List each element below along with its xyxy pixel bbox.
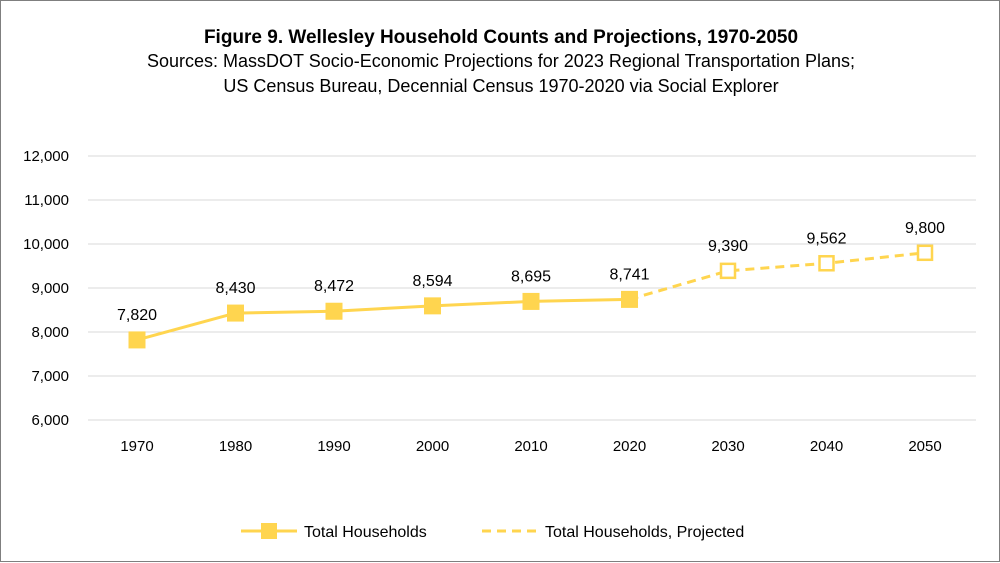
data-point-marker (719, 262, 737, 280)
data-point-marker (424, 297, 441, 315)
data-label: 9,800 (905, 220, 945, 237)
gridlines (88, 155, 976, 421)
series-markers (128, 244, 934, 349)
data-point-marker (128, 331, 146, 349)
series-line-1 (136, 297, 630, 342)
legend-swatch-marker (261, 523, 277, 539)
y-tick-label: 8,000 (31, 324, 69, 341)
x-tick-label: 1970 (120, 438, 153, 455)
chart-subtitle-line-1: Sources: MassDOT Socio-Economic Projecti… (146, 51, 855, 71)
chart-title: Figure 9. Wellesley Household Counts and… (203, 27, 799, 48)
y-tick-label: 7,000 (31, 368, 69, 385)
title-block: Figure 9. Wellesley Household Counts and… (1, 27, 1000, 99)
data-point-marker (916, 244, 934, 262)
data-point-marker (818, 255, 835, 272)
data-label: 8,695 (511, 268, 551, 285)
y-tick-label: 9,000 (31, 280, 69, 297)
x-tick-label: 2030 (711, 438, 744, 455)
x-tick-label: 1990 (317, 438, 350, 455)
x-axis-ticks: 1970 1980 1990 2000 2010 2020 2030 2040 2050 (120, 438, 941, 455)
data-label: 8,472 (314, 278, 354, 295)
data-point-marker (621, 290, 638, 308)
data-label: 8,594 (412, 273, 452, 290)
y-tick-label: 12,000 (23, 148, 69, 165)
x-tick-label: 2050 (908, 438, 941, 455)
y-tick-label: 11,000 (24, 192, 69, 209)
data-label: 8,741 (609, 266, 649, 283)
data-labels: 7,820 8,430 8,472 8,594 8,695 8,741 9,390 9,562… (117, 220, 945, 324)
series-line-2 (629, 251, 926, 301)
data-label: 8,430 (215, 280, 255, 297)
chart-subtitle-line-2: US Census Bureau, Decennial Census 1970-… (223, 76, 779, 96)
y-tick-label: 6,000 (31, 412, 69, 429)
y-tick-label: 10,000 (23, 236, 69, 253)
data-point-marker (227, 304, 244, 322)
legend: Total Households Total Households, Projec… (241, 523, 744, 541)
legend-label: Total Households, Projected (545, 524, 744, 541)
x-tick-label: 2020 (613, 438, 646, 455)
data-label: 9,390 (708, 238, 748, 255)
series-lines (136, 251, 926, 342)
x-tick-label: 1980 (219, 438, 252, 455)
x-tick-label: 2040 (810, 438, 843, 455)
data-point-marker (325, 302, 343, 320)
data-label: 7,820 (117, 307, 157, 324)
x-tick-label: 2000 (416, 438, 449, 455)
x-tick-label: 2010 (514, 438, 547, 455)
data-label: 9,562 (806, 230, 846, 247)
y-axis-ticks: 6,000 7,000 8,000 9,000 10,000 11,000 12,000 (23, 148, 69, 429)
legend-label: Total Households (304, 524, 427, 541)
data-point-marker (522, 292, 540, 310)
